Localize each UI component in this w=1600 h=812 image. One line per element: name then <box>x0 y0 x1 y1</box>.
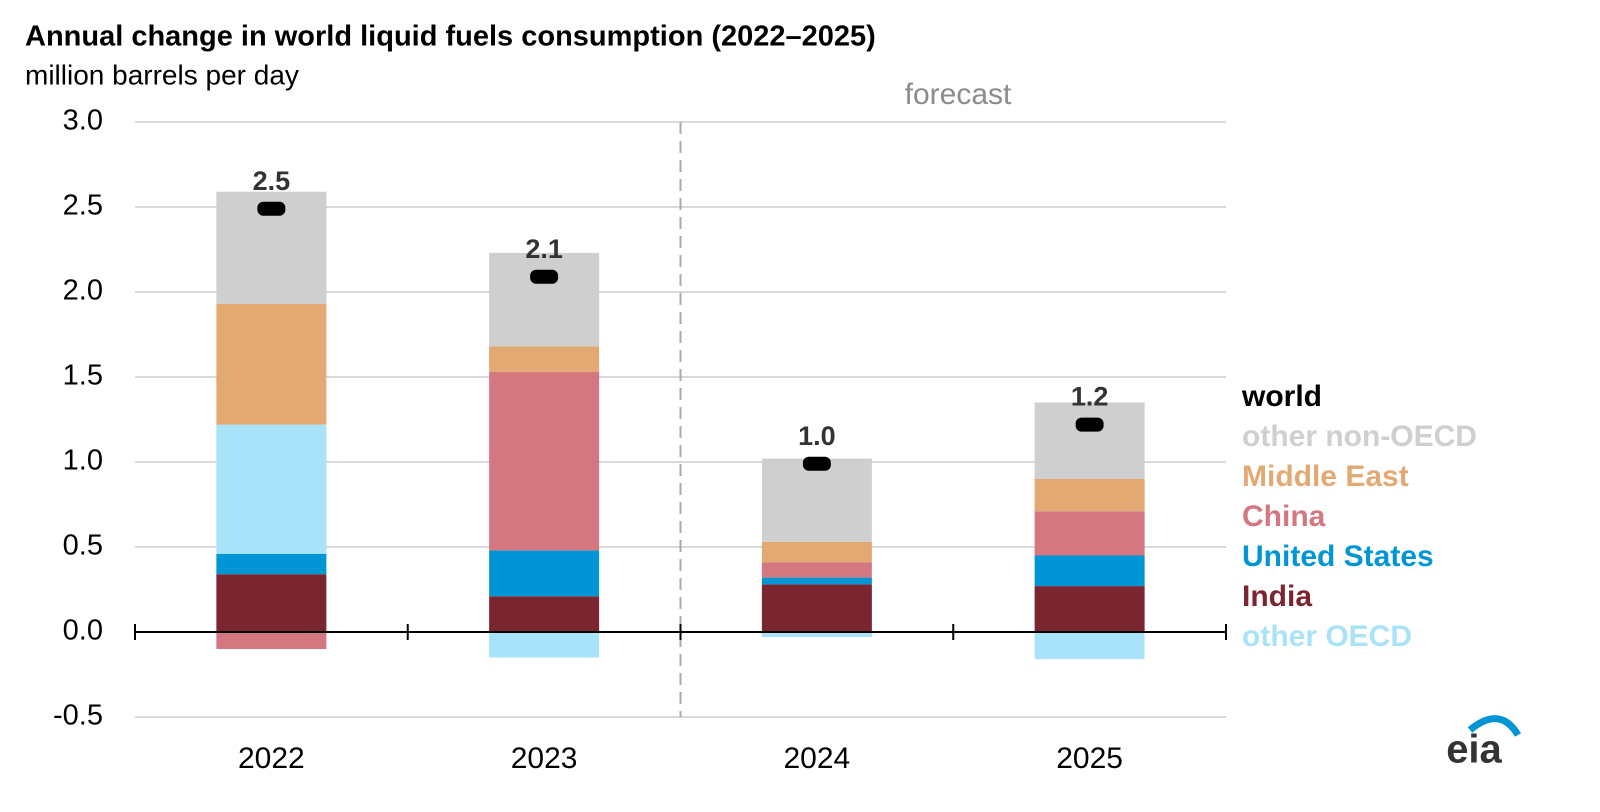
bar-segment <box>1034 511 1145 556</box>
legend-entry: Middle East <box>1242 460 1409 493</box>
bar-segment <box>1034 402 1145 479</box>
bar-segment <box>761 577 872 585</box>
world-marker <box>1075 417 1104 432</box>
legend-entry: India <box>1242 580 1312 613</box>
bar-segment <box>761 632 872 638</box>
y-tick-label: 0.0 <box>63 615 103 647</box>
forecast-label: forecast <box>905 78 1012 111</box>
bar-segment <box>489 252 600 347</box>
x-tick-label: 2023 <box>511 742 578 775</box>
y-tick-label: -0.5 <box>53 700 103 732</box>
bar-segment <box>489 632 600 658</box>
legend-entry: other OECD <box>1242 620 1412 653</box>
x-tick-label: 2024 <box>784 742 851 775</box>
world-marker <box>257 201 286 216</box>
bar-segment <box>216 303 327 425</box>
bar-segment <box>216 424 327 554</box>
bar-segment <box>216 574 327 632</box>
world-marker <box>802 456 831 471</box>
y-tick-label: 0.5 <box>63 530 103 562</box>
bar-segment <box>761 458 872 542</box>
data-label: 1.0 <box>798 421 836 451</box>
legend-entry: world <box>1241 380 1322 413</box>
y-tick-label: 2.5 <box>63 190 103 222</box>
logo: eia <box>1446 715 1522 772</box>
y-tick-label: 1.5 <box>63 360 103 392</box>
bar-segment <box>761 562 872 578</box>
chart-subtitle: million barrels per day <box>25 59 299 90</box>
legend-entry: China <box>1242 500 1326 533</box>
logo-arc <box>1467 715 1522 737</box>
data-label: 2.5 <box>253 166 291 196</box>
bar-segment <box>489 371 600 551</box>
legend-entry: other non-OECD <box>1242 420 1477 453</box>
data-label: 1.2 <box>1071 382 1109 412</box>
world-marker <box>530 269 559 284</box>
bar-segment <box>1034 555 1145 587</box>
chart-title: Annual change in world liquid fuels cons… <box>25 21 876 53</box>
x-tick-label: 2022 <box>238 742 305 775</box>
bar-segment <box>1034 479 1145 512</box>
logo-text: eia <box>1446 728 1502 772</box>
bar-segment <box>1034 586 1145 632</box>
y-tick-label: 2.0 <box>63 275 103 307</box>
bar-segment <box>761 541 872 563</box>
data-label: 2.1 <box>525 234 563 264</box>
bar-segment <box>489 346 600 372</box>
bar-segment <box>489 596 600 632</box>
y-tick-label: 1.0 <box>63 445 103 477</box>
bar-segment <box>489 550 600 597</box>
bar-segment <box>761 584 872 632</box>
y-tick-label: 3.0 <box>63 105 103 137</box>
bar-segment <box>216 553 327 575</box>
bar-segment <box>1034 632 1145 660</box>
x-tick-label: 2025 <box>1056 742 1123 775</box>
bar-segment <box>216 632 327 649</box>
legend-entry: United States <box>1242 540 1434 573</box>
